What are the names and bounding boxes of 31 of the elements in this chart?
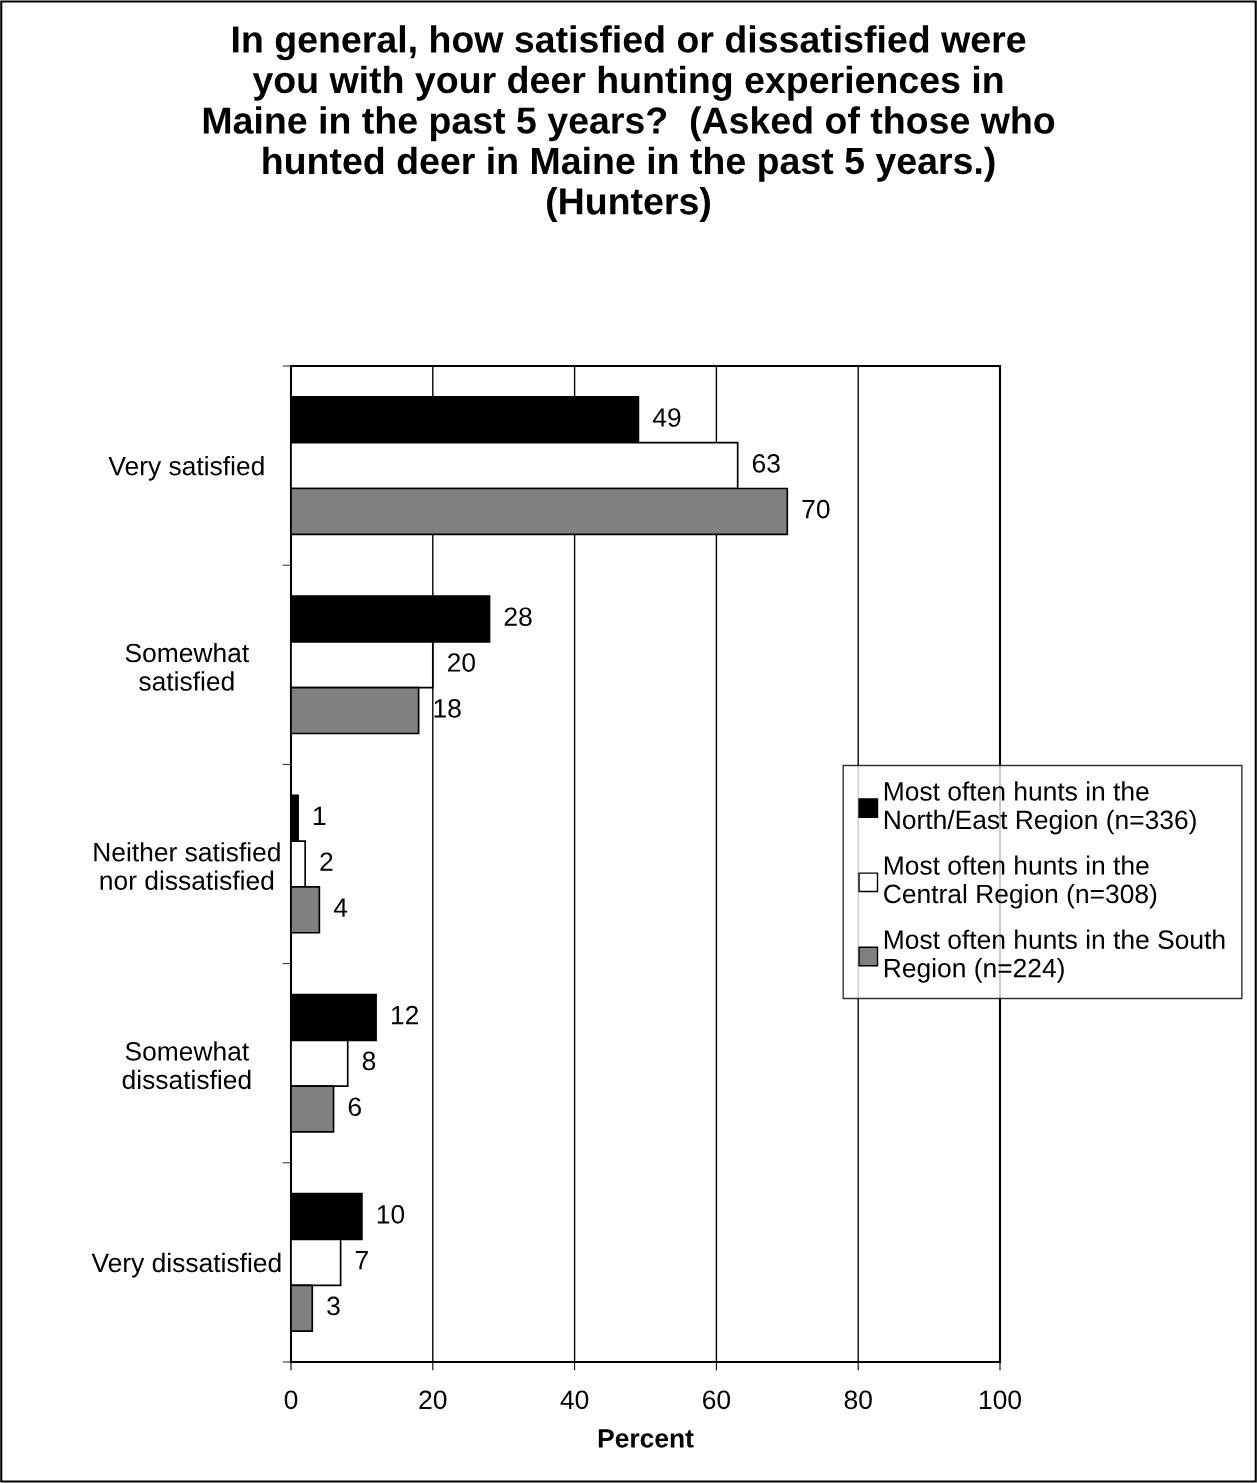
data-label: 18 (434, 699, 461, 718)
legend-label: Most often hunts in the South Region (n=224) (884, 929, 1225, 983)
data-label: 2 (320, 852, 333, 871)
x-tick-label: 0 (284, 1390, 298, 1410)
x-tick-label: 100 (980, 1390, 1021, 1410)
data-label: 20 (448, 653, 476, 672)
y-tick-label: Neither satisfied nor dissatisfied (94, 842, 280, 890)
data-label: 4 (333, 898, 348, 917)
chart-title: In general, how satisfied or dissatisfied were you with your deer hunting experiences in Maine in the past 5 years? (Asked of those who hunted deer in Maine in the past 5 years.) (Hunters) (203, 25, 1055, 223)
x-tick-label: 20 (419, 1390, 447, 1410)
x-tick-label: 60 (703, 1390, 731, 1410)
y-tick-label: Somewhat dissatisfied (122, 1041, 251, 1090)
legend-label: Most often hunts in the North/East Region (n=336) (884, 781, 1196, 835)
data-label: 63 (752, 454, 780, 473)
y-tick-label: Somewhat satisfied (125, 642, 249, 691)
data-label: 3 (327, 1296, 340, 1316)
data-label: 8 (362, 1051, 376, 1071)
x-axis-title: Percent (598, 1429, 694, 1448)
data-label: 10 (377, 1204, 405, 1224)
data-label: 28 (504, 607, 532, 627)
data-label: 49 (652, 408, 681, 427)
data-label: 6 (348, 1097, 361, 1117)
y-tick-label: Very dissatisfied (91, 1252, 281, 1278)
legend-label: Most often hunts in the Central Region (n=308) (884, 855, 1157, 909)
x-tick-label: 80 (844, 1390, 872, 1410)
data-label: 7 (355, 1251, 368, 1270)
data-label: 12 (391, 1005, 418, 1025)
y-tick-label: Very satisfied (108, 456, 264, 481)
x-tick-label: 40 (560, 1390, 589, 1410)
data-label: 1 (313, 806, 326, 826)
data-label: 70 (802, 499, 830, 519)
